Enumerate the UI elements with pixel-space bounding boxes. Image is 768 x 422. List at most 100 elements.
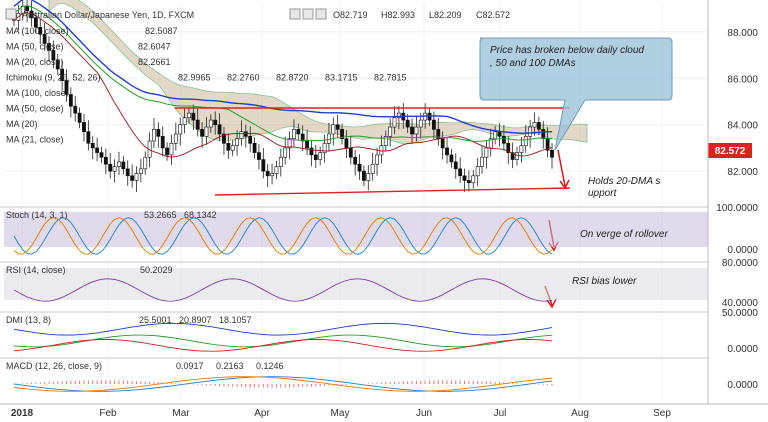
time-tick-label: Mar: [172, 408, 190, 419]
candle-body: [213, 119, 218, 126]
rsi-value: 50.2029: [140, 265, 173, 275]
candle-body: [38, 26, 43, 35]
dmi-label: DMI (13, 8): [6, 315, 51, 325]
candle-body: [322, 143, 327, 153]
dmi-value: 25.5001: [139, 315, 172, 325]
candle-body: [64, 80, 69, 95]
candle-body: [405, 119, 410, 128]
chart-title: Australian Dollar/Japanese Yen, 1D, FXCM: [22, 10, 194, 20]
candle-body: [121, 161, 126, 170]
time-axis[interactable]: 2018 Feb Mar Apr May Jun Jul Aug Sep: [0, 403, 768, 419]
callout-text-line2: , 50 and 100 DMAs: [490, 58, 576, 69]
price-tick-label: 84.000: [727, 121, 758, 132]
candle-body: [370, 163, 375, 174]
candle-body: [523, 136, 528, 146]
candle-body: [261, 159, 266, 172]
support-note: Holds 20-DMA s upport: [588, 176, 660, 199]
time-tick-label: Apr: [254, 408, 270, 419]
moving-average-lines: [13, 0, 553, 158]
candle-body: [418, 119, 423, 128]
candle-body: [392, 117, 397, 128]
candle-body: [466, 180, 471, 184]
candle-body: [187, 112, 191, 119]
ohlc-high: H82.993: [381, 10, 415, 20]
candle-body: [440, 138, 445, 149]
candle-body: [318, 152, 323, 160]
candle-body: [497, 131, 502, 137]
candle-body: [313, 154, 318, 160]
collapse-icon[interactable]: [5, 8, 17, 20]
candle-body: [278, 156, 283, 167]
candle-body: [471, 175, 476, 184]
legend-row-label: MA (20, close): [6, 57, 64, 67]
candle-body: [191, 112, 196, 121]
candle-body: [484, 147, 489, 158]
candle-body: [550, 149, 554, 158]
macd-value: 0.1246: [256, 361, 284, 371]
candle-body: [178, 124, 183, 135]
oscillator-line: [13, 334, 553, 348]
candle-body: [357, 163, 362, 172]
candle-body: [410, 126, 414, 135]
legend-row-label: MA (100, close): [6, 88, 69, 98]
header-legend: Australian Dollar/Japanese Yen, 1D, FXCM…: [5, 8, 510, 20]
indicator-legend: MA (100, close) 82.5087 MA (50, close) 82.6…: [6, 26, 407, 145]
candle-body: [414, 126, 419, 135]
last-price-badge: 82.572: [708, 143, 752, 158]
stoch-value: 68.1342: [184, 210, 217, 220]
candle-body: [475, 166, 480, 177]
price-axis[interactable]: 88.000 86.000 84.000 82.000: [707, 0, 758, 404]
eye-icon[interactable]: [289, 8, 301, 20]
indicator-panes: Stoch (14, 3, 1) 53.2665 68.1342 100.0000 0.…: [0, 203, 759, 392]
stoch-tick: 0.0000: [727, 245, 758, 256]
ohlc-open: O82.719: [333, 10, 368, 20]
ohlc-low: L82.209: [429, 10, 462, 20]
candle-body: [283, 147, 288, 158]
legend-row-value: 82.6047: [138, 42, 171, 52]
candle-body: [165, 147, 169, 156]
settings-icon[interactable]: [302, 8, 314, 20]
time-tick-label: May: [331, 408, 350, 419]
candle-body: [397, 112, 401, 119]
candles-group: [12, 0, 554, 192]
candle-body: [226, 143, 231, 151]
support-line: [214, 187, 571, 196]
more-icon[interactable]: [315, 8, 327, 20]
candle-body: [195, 119, 200, 130]
candle-body: [257, 152, 261, 160]
time-tick-label: 2018: [11, 408, 34, 419]
ma50-line: [13, 5, 553, 142]
stoch-band: [4, 212, 708, 247]
time-tick-label: Sep: [653, 408, 671, 419]
legend-row-label: Ichimoku (9, 26, 52, 26): [6, 73, 101, 83]
macd-value: 0.2163: [216, 361, 244, 371]
candle-body: [362, 170, 366, 181]
candle-body: [125, 168, 130, 177]
oscillator-line: [13, 376, 553, 392]
oscillator-line: [13, 322, 553, 336]
candle-body: [47, 43, 51, 51]
candle-body: [117, 161, 121, 167]
candle-body: [528, 126, 533, 137]
candle-body: [515, 152, 519, 160]
candle-body: [480, 156, 484, 167]
candle-body: [331, 124, 336, 135]
candle-body: [506, 143, 511, 153]
dmi-tick: 0.0000: [727, 344, 758, 355]
rsi-note: RSI bias lower: [572, 276, 637, 287]
candle-body: [103, 156, 108, 165]
candle-body: [182, 117, 187, 126]
candle-body: [344, 138, 349, 149]
legend-row-label: MA (100, close): [6, 26, 69, 36]
rsi-tick: 80.0000: [722, 258, 759, 269]
legend-row-value: 82.5087: [145, 26, 178, 36]
candle-body: [73, 105, 78, 114]
ichimoku-value: 82.7815: [374, 73, 407, 83]
macd-tick: 0.0000: [727, 380, 758, 391]
price-tick-label: 88.000: [727, 28, 758, 39]
candle-body: [33, 17, 38, 28]
candle-body: [235, 138, 239, 146]
rsi-tick: 40.0000: [722, 298, 759, 309]
candle-body: [532, 122, 537, 128]
